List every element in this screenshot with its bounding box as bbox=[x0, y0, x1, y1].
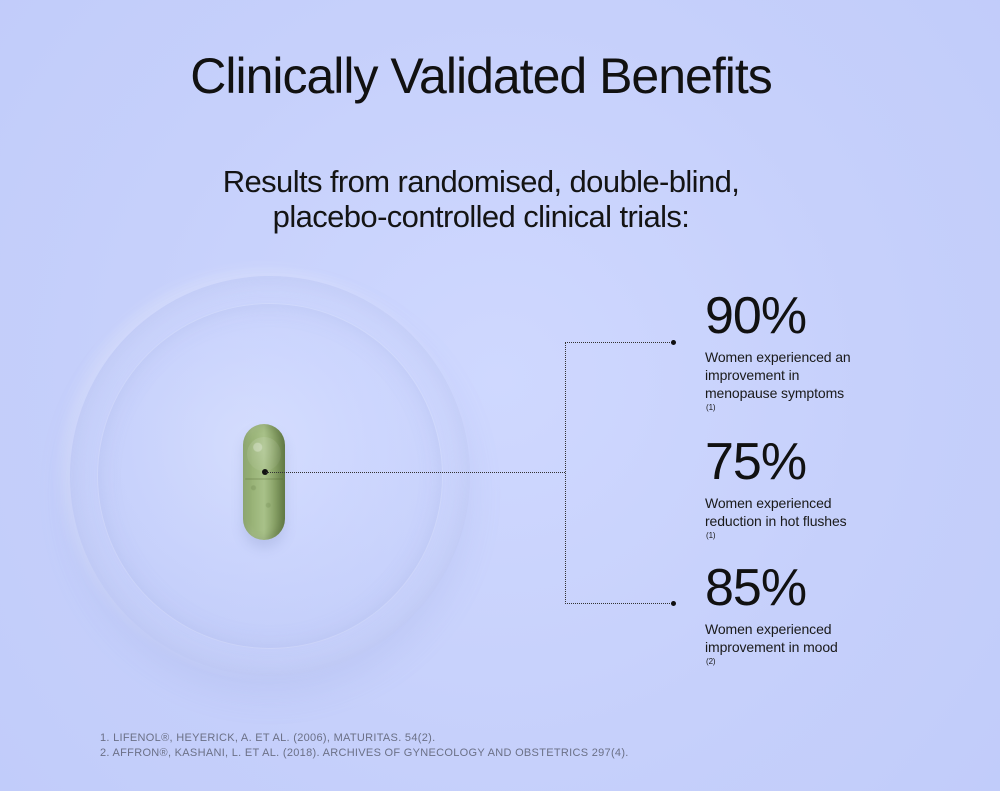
stat-1-line-3: menopause symptoms bbox=[705, 385, 845, 401]
connector-bottom-line bbox=[565, 603, 674, 604]
connector-vertical-line bbox=[565, 342, 566, 604]
stat-2-line-1: Women experienced bbox=[705, 495, 832, 511]
connector-top-line bbox=[565, 342, 674, 343]
stat-text-2: Women experienced reduction in hot flush… bbox=[705, 494, 925, 540]
reference-2: 2. AFFRON®, KASHANI, L. ET AL. (2018). A… bbox=[100, 747, 629, 759]
subtitle-line-2: placebo-controlled clinical trials: bbox=[272, 199, 690, 234]
dish-ring bbox=[98, 304, 442, 648]
connector-top-dot bbox=[671, 340, 676, 345]
dish-shadow bbox=[70, 276, 470, 676]
stat-3-line-1: Women experienced bbox=[705, 621, 832, 637]
stat-3-line-2-wrap: improvement in mood (2) bbox=[705, 638, 925, 666]
stat-card-3: 85% Women experienced improvement in moo… bbox=[705, 559, 925, 666]
connector-main-line bbox=[266, 472, 565, 473]
stat-2-line-2: reduction in hot flushes bbox=[705, 513, 847, 529]
stat-1-superscript: (1) bbox=[706, 403, 716, 412]
stat-card-2: 75% Women experienced reduction in hot f… bbox=[705, 433, 925, 540]
references: 1. LIFENOL®, HEYERICK, A. ET AL. (2006),… bbox=[100, 731, 629, 761]
stat-1-line-3-wrap: menopause symptoms (1) bbox=[705, 384, 925, 412]
connector-bottom-dot bbox=[671, 601, 676, 606]
stat-1-line-1: Women experienced an bbox=[705, 349, 851, 365]
stat-value-3: 85% bbox=[705, 559, 807, 617]
page-title: Clinically Validated Benefits bbox=[190, 48, 773, 104]
reference-1: 1. LIFENOL®, HEYERICK, A. ET AL. (2006),… bbox=[100, 732, 436, 744]
stat-3-superscript: (2) bbox=[706, 657, 716, 666]
stat-text-3: Women experienced improvement in mood (2) bbox=[705, 620, 925, 666]
stat-3-line-2: improvement in mood bbox=[705, 639, 838, 655]
stat-value-2: 75% bbox=[705, 433, 807, 491]
stat-value-1: 90% bbox=[705, 287, 807, 345]
stat-2-line-2-wrap: reduction in hot flushes (1) bbox=[705, 512, 925, 540]
page-subtitle: Results from randomised, double-blind, p… bbox=[0, 164, 962, 234]
capsule-marker bbox=[262, 469, 268, 475]
stat-2-superscript: (1) bbox=[706, 531, 716, 540]
stat-card-1: 90% Women experienced an improvement in … bbox=[705, 287, 925, 412]
subtitle-line-1: Results from randomised, double-blind, bbox=[222, 164, 740, 199]
stat-1-line-2: improvement in bbox=[705, 367, 800, 383]
capsule-image bbox=[243, 424, 285, 540]
stat-text-1: Women experienced an improvement in meno… bbox=[705, 348, 925, 412]
